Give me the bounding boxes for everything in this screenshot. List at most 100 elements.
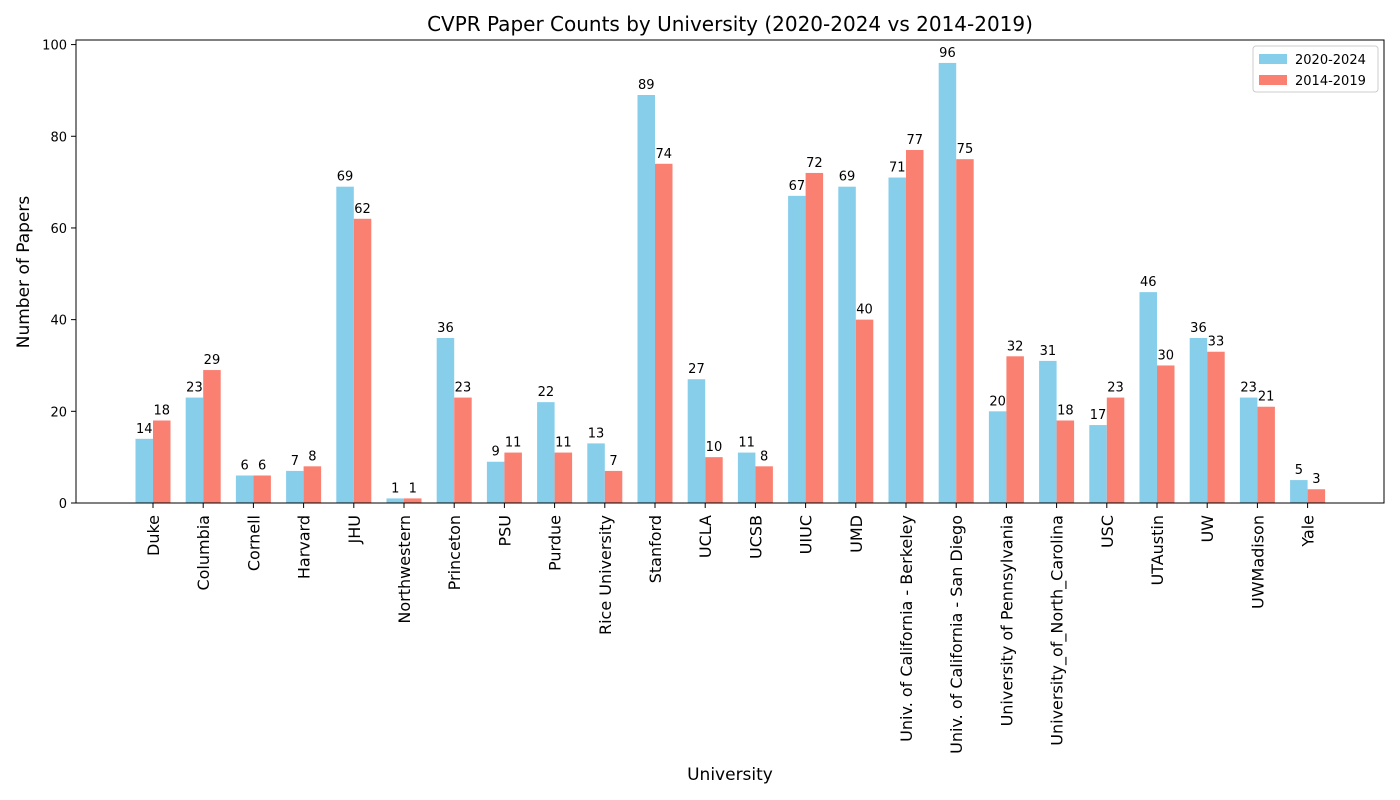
data-label: 10 (706, 440, 723, 455)
data-label: 27 (688, 362, 705, 377)
x-tick-label: University_of_North_Carolina (1048, 515, 1068, 746)
bar (253, 475, 271, 503)
data-label: 11 (555, 436, 572, 451)
x-tick-label: Stanford (646, 515, 665, 583)
bar (988, 411, 1007, 503)
data-label: 13 (588, 426, 605, 441)
x-tick-label: Duke (144, 515, 163, 556)
legend-label: 2020-2024 (1295, 53, 1366, 68)
x-tick-label: UCLA (696, 515, 715, 558)
data-label: 36 (1190, 321, 1207, 336)
data-label: 22 (538, 385, 555, 400)
data-label: 17 (1090, 408, 1107, 423)
bar (1307, 489, 1326, 503)
data-label: 1 (409, 481, 417, 496)
bar (1039, 360, 1057, 503)
bar (153, 420, 171, 503)
data-label: 31 (1040, 344, 1057, 359)
bar (687, 379, 706, 503)
bar (1006, 356, 1024, 503)
x-tick-label: University of Pennsylvania (997, 515, 1016, 726)
data-label: 74 (655, 147, 672, 162)
data-label: 8 (308, 449, 316, 464)
bar (353, 218, 372, 504)
data-label: 8 (760, 449, 768, 464)
bar (655, 163, 673, 503)
x-tick-label: UIUC (797, 515, 816, 554)
y-axis-label: Number of Papers (14, 196, 34, 349)
bar (788, 195, 806, 503)
y-tick-label: 20 (50, 405, 67, 420)
data-label: 18 (1057, 403, 1074, 418)
data-label: 21 (1258, 390, 1275, 405)
data-label: 33 (1208, 335, 1225, 350)
bar (637, 95, 655, 504)
bar (956, 159, 974, 504)
data-label: 69 (337, 170, 354, 185)
legend-label: 2014-2019 (1295, 74, 1366, 89)
bar (1157, 365, 1175, 503)
x-tick-label: UW (1198, 515, 1217, 543)
bar (286, 470, 304, 503)
bar (1207, 351, 1225, 503)
bar (1257, 406, 1275, 503)
data-label: 23 (186, 381, 203, 396)
data-label: 5 (1295, 463, 1303, 478)
x-tick-label: USC (1098, 515, 1117, 548)
bar (1290, 480, 1308, 503)
x-tick-label: UWMadison (1248, 515, 1267, 609)
x-tick-label: Northwestern (395, 515, 414, 624)
x-tick-label: UMD (847, 515, 866, 553)
data-label: 32 (1007, 339, 1024, 354)
data-label: 89 (638, 78, 655, 93)
x-tick-label: Princeton (445, 515, 464, 590)
data-label: 30 (1157, 348, 1174, 363)
bar (504, 452, 522, 503)
x-axis-label: University (687, 765, 773, 785)
data-label: 69 (839, 170, 856, 185)
bar (805, 172, 824, 503)
bar (454, 397, 472, 503)
data-label: 72 (806, 156, 823, 171)
bar (1239, 397, 1258, 503)
bar (1089, 425, 1107, 503)
data-label: 23 (1107, 381, 1124, 396)
data-label: 36 (437, 321, 454, 336)
chart-title: CVPR Paper Counts by University (2020-20… (427, 12, 1033, 36)
x-tick-label: UTAustin (1148, 515, 1167, 586)
y-tick-label: 40 (50, 314, 67, 329)
legend-swatch (1259, 54, 1287, 64)
x-tick-label: Harvard (295, 515, 314, 579)
bar (135, 438, 153, 503)
data-label: 7 (609, 454, 617, 469)
data-label: 9 (492, 445, 500, 460)
data-label: 77 (906, 133, 923, 148)
bar (303, 466, 322, 503)
bar (185, 397, 204, 503)
bar (537, 402, 555, 503)
data-label: 71 (889, 161, 906, 176)
y-tick-label: 80 (50, 130, 67, 145)
data-label: 29 (204, 353, 221, 368)
data-label: 3 (1312, 472, 1320, 487)
data-label: 11 (505, 436, 522, 451)
bar (554, 452, 573, 503)
data-label: 67 (789, 179, 806, 194)
data-label: 23 (1240, 381, 1257, 396)
data-label: 46 (1140, 275, 1157, 290)
x-tick-label: Univ. of California - Berkeley (897, 515, 916, 742)
bar (486, 461, 505, 503)
data-label: 18 (153, 403, 170, 418)
bar (855, 319, 874, 503)
y-tick-label: 0 (59, 497, 67, 512)
bar (336, 186, 354, 504)
data-label: 23 (455, 381, 472, 396)
data-label: 6 (258, 458, 266, 473)
x-tick-label: Cornell (244, 515, 263, 571)
bar (838, 186, 856, 504)
x-tick-label: Columbia (194, 515, 213, 591)
bar (386, 498, 404, 503)
data-label: 40 (856, 303, 873, 318)
